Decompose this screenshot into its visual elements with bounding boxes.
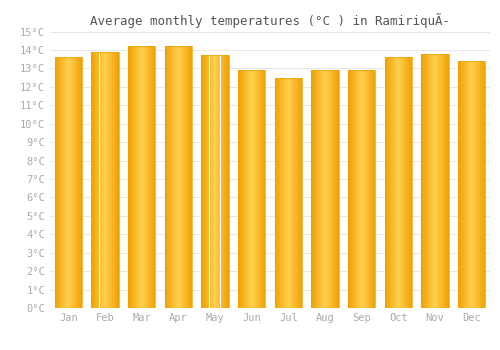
Bar	[54, 57, 82, 308]
Bar	[274, 78, 302, 308]
Bar	[311, 70, 339, 308]
Bar	[238, 70, 266, 308]
Bar	[201, 55, 229, 308]
Title: Average monthly temperatures (°C ) in RamiriquÃ­: Average monthly temperatures (°C ) in Ra…	[90, 13, 450, 28]
Bar	[421, 54, 448, 308]
Bar	[128, 46, 156, 308]
Bar	[91, 52, 119, 308]
Bar	[164, 46, 192, 308]
Bar	[458, 61, 485, 308]
Bar	[348, 70, 376, 308]
Bar	[384, 57, 412, 308]
